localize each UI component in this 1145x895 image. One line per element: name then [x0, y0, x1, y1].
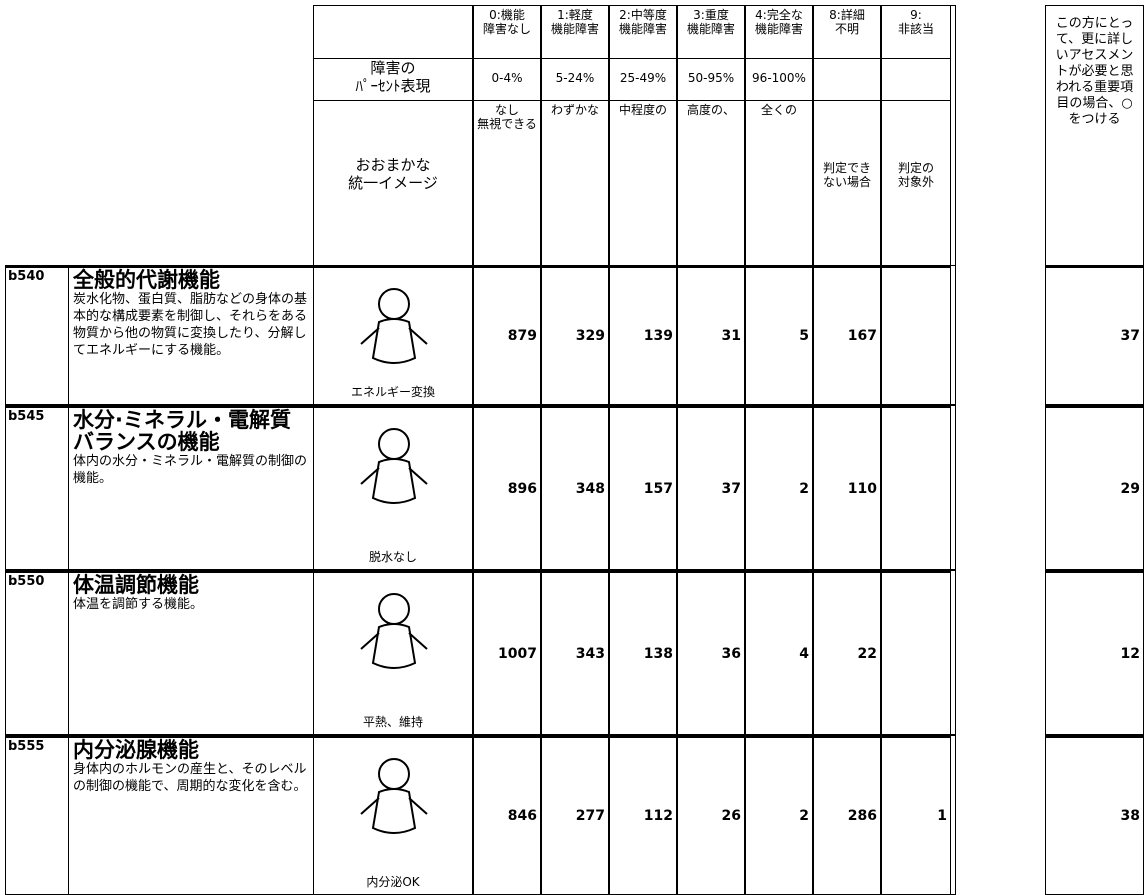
value-cell: 138 [609, 570, 677, 735]
item-image: 内分泌OK [313, 735, 473, 895]
value-cell: 157 [609, 405, 677, 570]
value-cell: 2 [745, 735, 813, 895]
value-cell: 329 [541, 265, 609, 405]
grade-code: 2:中等度 機能障害 [609, 5, 677, 59]
flag-cell: 38 [1045, 735, 1144, 895]
item-code: b540 [5, 265, 69, 405]
item-text: 体温調節機能 体温を調節する機能。 [68, 570, 314, 735]
item-code: b555 [5, 735, 69, 895]
value-cell: 26 [677, 735, 745, 895]
value-cell: 36 [677, 570, 745, 735]
value-cell: 879 [473, 265, 541, 405]
grade-image: 中程度の [609, 100, 677, 266]
value-cell: 286 [813, 735, 881, 895]
item-caption: 平熱、維持 [362, 715, 423, 729]
value-cell: 896 [473, 405, 541, 570]
value-cell: 167 [813, 265, 881, 405]
illustration [360, 428, 428, 504]
item-description: 身体内のホルモンの産生と、そのレベルの制御の機能で、周期的な変化を含む。 [73, 762, 307, 794]
item-description: 体内の水分・ミネラル・電解質の制御の機能。 [73, 454, 308, 486]
value-cell: 112 [609, 735, 677, 895]
item-title: 水分·ミネラル・電解質バランスの機能 [73, 408, 291, 454]
grade-image: なし 無視できる [473, 100, 541, 266]
grade-image: 高度の、 [677, 100, 745, 266]
item-text: 全般的代謝機能 炭水化物、蛋白質、脂肪などの身体の基本的な構成要素を制御し、それら… [68, 265, 314, 405]
grade-code: 8:詳細 不明 [813, 5, 881, 59]
value-cell: 348 [541, 405, 609, 570]
grade-code: 4:完全な 機能障害 [745, 5, 813, 59]
value-cell: 5 [745, 265, 813, 405]
flag-cell: 29 [1045, 405, 1144, 570]
item-text: 内分泌腺機能 身体内のホルモンの産生と、そのレベルの制御の機能で、周期的な変化を含… [68, 735, 314, 895]
item-code: b545 [5, 405, 69, 570]
illustration [360, 288, 428, 364]
separator [950, 405, 956, 570]
grade-code: 0:機能 障害なし [473, 5, 541, 59]
value-cell: 139 [609, 265, 677, 405]
value-cell: 37 [677, 405, 745, 570]
grade-code: 3:重度 機能障害 [677, 5, 745, 59]
grade-image: 全くの [745, 100, 813, 266]
grade-range: 5-24% [541, 58, 609, 101]
illustration [360, 593, 428, 669]
item-description: 体温を調節する機能。 [73, 597, 204, 612]
value-cell: 22 [813, 570, 881, 735]
value-cell: 2 [745, 405, 813, 570]
grade-image: わずかな [541, 100, 609, 266]
grade-code: 9: 非該当 [881, 5, 951, 59]
separator [950, 735, 956, 895]
item-code: b550 [5, 570, 69, 735]
value-cell: 277 [541, 735, 609, 895]
item-title: 内分泌腺機能 [73, 738, 199, 762]
grade-code: 1:軽度 機能障害 [541, 5, 609, 59]
header-blank [313, 5, 473, 59]
header-label: 障害の ﾊﾟｰｾﾝﾄ表現 [313, 58, 473, 101]
item-description: 炭水化物、蛋白質、脂肪などの身体の基本的な構成要素を制御し、それらをある物質から… [73, 292, 308, 358]
value-cell: 343 [541, 570, 609, 735]
grade-range: 50-95% [677, 58, 745, 101]
item-image: 平熱、維持 [313, 570, 473, 735]
grade-range-blank [881, 58, 951, 101]
grade-range-blank [813, 58, 881, 101]
item-text: 水分·ミネラル・電解質バランスの機能 体内の水分・ミネラル・電解質の制御の機能。 [68, 405, 314, 570]
item-caption: 内分泌OK [366, 875, 420, 889]
flag-cell: 12 [1045, 570, 1144, 735]
item-title: 体温調節機能 [73, 573, 199, 597]
value-cell: 846 [473, 735, 541, 895]
item-caption: エネルギー変換 [350, 385, 435, 399]
item-image: エネルギー変換 [313, 265, 473, 405]
value-cell: 110 [813, 405, 881, 570]
value-cell: 31 [677, 265, 745, 405]
grade-range: 96-100% [745, 58, 813, 101]
value-cell [881, 405, 951, 570]
grade-range: 25-49% [609, 58, 677, 101]
separator [950, 265, 956, 405]
item-title: 全般的代謝機能 [73, 268, 220, 292]
flag-cell: 37 [1045, 265, 1144, 405]
value-cell [881, 570, 951, 735]
value-cell: 1 [881, 735, 951, 895]
value-cell: 1007 [473, 570, 541, 735]
grade-image: 判定でき ない場合 [813, 100, 881, 266]
header-label: おおまかな 統一イメージ [313, 100, 473, 266]
value-cell [881, 265, 951, 405]
value-cell: 4 [745, 570, 813, 735]
separator [950, 5, 956, 266]
item-caption: 脱水なし [368, 550, 417, 564]
item-image: 脱水なし [313, 405, 473, 570]
note: この方にとって、更に詳しいアセスメントが必要と思われる重要項目の場合、○をつける [1045, 5, 1144, 266]
grade-range: 0-4% [473, 58, 541, 101]
grade-image: 判定の 対象外 [881, 100, 951, 266]
separator [950, 570, 956, 735]
illustration [360, 758, 428, 834]
